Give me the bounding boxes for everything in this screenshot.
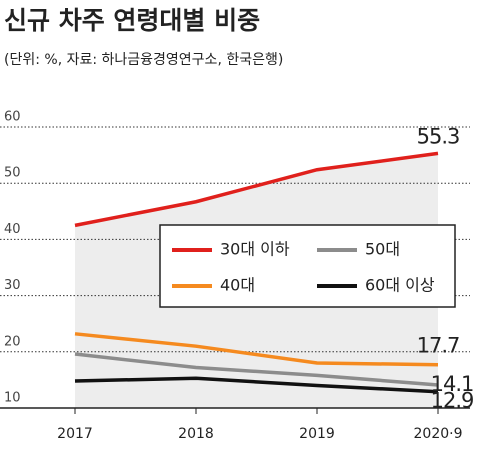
x-tick-label: 2018 — [178, 426, 214, 442]
legend-label: 30대 이하 — [220, 240, 290, 259]
data-label: 12.9 — [431, 389, 474, 413]
data-label: 55.3 — [417, 124, 460, 148]
legend-label: 50대 — [365, 240, 400, 259]
y-tick-label: 20 — [4, 334, 21, 349]
data-label: 14.1 — [431, 372, 474, 396]
series-line — [74, 376, 439, 394]
x-tick-label: 2017 — [57, 426, 93, 442]
y-tick-label: 30 — [4, 278, 21, 293]
y-tick-label: 40 — [4, 222, 21, 237]
data-label: 17.7 — [417, 334, 460, 358]
y-tick-label: 10 — [4, 391, 21, 406]
legend-box — [159, 224, 456, 308]
series-line — [74, 332, 439, 367]
x-tick-label: 2019 — [299, 426, 335, 442]
legend-label: 40대 — [220, 276, 255, 295]
y-tick-label: 50 — [4, 166, 21, 181]
legend-label: 60대 이상 — [365, 276, 435, 295]
y-tick-label: 60 — [4, 110, 21, 125]
series-line — [74, 352, 439, 387]
chart-title: 신규 차주 연령대별 비중 — [4, 6, 260, 35]
x-tick-label: 2020·9 — [414, 426, 463, 442]
series-line — [74, 151, 439, 228]
chart-subtitle: (단위: %, 자료: 하나금융경영연구소, 한국은행) — [4, 52, 283, 68]
